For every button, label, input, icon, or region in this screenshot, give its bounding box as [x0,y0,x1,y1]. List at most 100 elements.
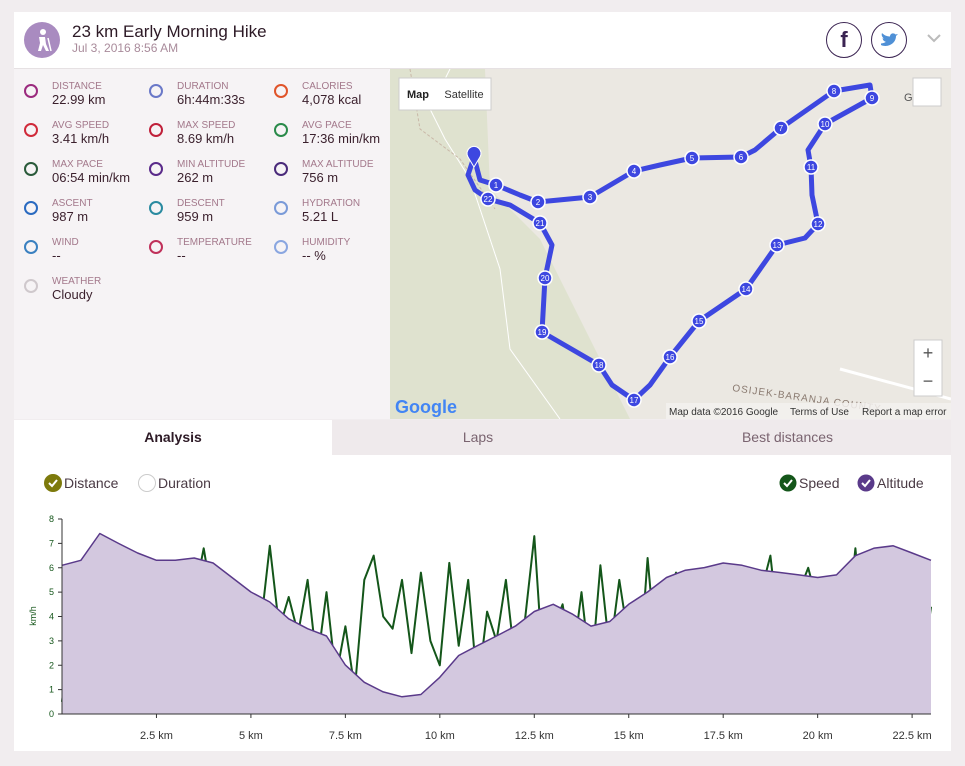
route-marker-label: 5 [690,154,695,163]
x-mode-label[interactable]: Distance [64,475,119,491]
twitter-glyph [881,33,898,46]
route-marker-label: 12 [814,220,823,229]
facebook-button[interactable]: f [826,22,862,58]
stat-icon [149,123,163,137]
x-tick-label: 15 km [614,730,644,742]
stat-icon [149,201,163,215]
route-marker [738,281,754,297]
stat-label: TEMPERATURE [177,237,252,248]
stat-icon [24,201,38,215]
stat-icon [274,84,288,98]
x-tick-label: 17.5 km [704,730,743,742]
check-mark [861,479,871,488]
map-type-control [398,77,492,111]
legend-marker[interactable] [779,474,797,492]
map-type-button[interactable]: Map [407,89,429,101]
stat-label: MAX PACE [52,159,103,170]
tab[interactable]: Best distances [624,420,951,455]
route-marker [591,357,607,373]
map-link[interactable]: Terms of Use [790,407,849,418]
map-attribution: Map data ©2016 Google [669,407,779,418]
route-marker-label: 7 [779,124,784,133]
x-mode-label[interactable]: Duration [158,475,211,491]
route-marker [534,324,550,340]
stat-value: 5.21 L [302,209,339,224]
twitter-button[interactable] [871,22,907,58]
route-marker-label: 20 [541,274,550,283]
zoom-out[interactable]: − [923,371,934,391]
route-marker [769,237,785,253]
stat-icon [274,123,288,137]
stat-value: 06:54 min/km [52,170,131,185]
start-pin [466,145,482,168]
route-marker [773,120,789,136]
map-type-button[interactable]: Satellite [444,89,483,101]
x-mode-toggle[interactable] [44,474,62,492]
stat-value: -- [177,248,186,263]
x-tick-label: 7.5 km [329,730,362,742]
y-tick-label: 8 [49,514,54,524]
route-marker [733,149,749,165]
route-marker-label: 10 [821,120,830,129]
tab[interactable]: Analysis [14,420,332,455]
route-marker-label: 9 [870,94,875,103]
activity-date: Jul 3, 2016 8:56 AM [72,41,179,55]
header [14,12,951,69]
route-marker [662,349,678,365]
zoom-in[interactable]: + [923,343,934,363]
google-logo: Google [395,397,457,417]
stat-label: HUMIDITY [302,237,351,248]
y-tick-label: 0 [49,709,54,719]
collapse-chevron[interactable] [926,32,942,44]
route-marker-label: 15 [695,317,704,326]
check-mark [48,479,58,488]
stat-value: 4,078 kcal [302,92,362,107]
route-marker [817,116,833,132]
legend-marker[interactable] [857,474,875,492]
route-marker-label: 19 [538,328,547,337]
stat-value: 262 m [177,170,214,185]
route-marker [826,83,842,99]
stat-icon [274,162,288,176]
map-terrain [390,69,630,419]
route-marker [626,163,642,179]
area-fill [62,533,931,714]
stat-icon [24,240,38,254]
stat-label: AVG PACE [302,120,352,131]
stat-label: MAX SPEED [177,120,236,131]
legend-label[interactable]: Speed [799,475,839,491]
activity-icon [24,22,60,58]
route-marker-label: 6 [739,153,744,162]
stat-icon [24,84,38,98]
stat-label: ASCENT [52,198,93,209]
route-marker-label: 21 [536,219,545,228]
x-tick-label: 12.5 km [515,730,554,742]
route-marker-label: 22 [484,195,493,204]
series-line [61,532,932,698]
legend-label[interactable]: Altitude [877,475,924,491]
stat-icon [149,240,163,254]
stat-value: -- % [302,248,326,263]
stats-panel: DISTANCE 22.99 km DURATION 6h:44m:33s CALORI… [14,69,390,419]
map-link[interactable]: Report a map error [862,407,947,418]
tab[interactable]: Laps [332,420,624,455]
route-marker-label: 11 [807,163,816,172]
x-tick-label: 10 km [425,730,455,742]
stat-label: DISTANCE [52,81,102,92]
route-marker-label: 2 [536,198,541,207]
stat-label: WEATHER [52,276,102,287]
stat-icon [24,123,38,137]
y-tick-label: 7 [49,538,54,548]
x-mode-toggle[interactable] [138,474,156,492]
route-marker-label: 17 [630,396,639,405]
route-marker-label: 3 [588,193,593,202]
stat-label: DESCENT [177,198,225,209]
route-marker-label: 8 [832,87,837,96]
stat-value: 6h:44m:33s [177,92,245,107]
fullscreen-button[interactable] [912,77,942,107]
stat-label: MAX ALTITUDE [302,159,374,170]
stat-value: 22.99 km [52,92,106,107]
hiker-glyph [38,29,52,52]
chart: Distance Duration Speed Altitude 0 1 2 3 4 5 6 7 8 2.… [14,455,951,751]
route-marker [530,194,546,210]
